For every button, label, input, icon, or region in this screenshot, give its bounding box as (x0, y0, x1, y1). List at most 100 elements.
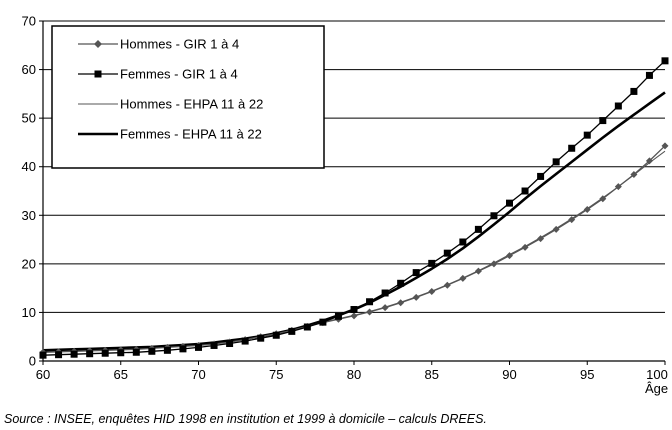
square-marker (474, 225, 482, 233)
square-marker (568, 144, 576, 152)
diamond-marker (506, 252, 513, 260)
legend-box (51, 25, 325, 169)
legend-label: Hommes - GIR 1 à 4 (120, 37, 239, 52)
x-tick-label: 65 (114, 367, 128, 382)
x-tick-label: 80 (347, 367, 361, 382)
diamond-marker (459, 274, 467, 282)
legend-square-marker (94, 70, 102, 78)
x-tick-label: 90 (502, 367, 516, 382)
square-marker (179, 345, 187, 353)
square-marker (334, 312, 342, 320)
y-tick-labels: 0 10 20 30 40 50 60 70 (22, 14, 36, 369)
y-tick-label: 50 (22, 111, 36, 126)
diamond-marker (568, 216, 576, 224)
square-marker (132, 348, 140, 356)
square-marker (506, 199, 513, 207)
legend-item: Femmes - GIR 1 à 4 (78, 67, 238, 82)
square-marker (443, 249, 451, 257)
square-marker (39, 351, 47, 359)
diamond-marker (599, 195, 607, 203)
square-marker (490, 212, 498, 220)
y-tick-label: 30 (22, 208, 36, 223)
x-tick-label: 60 (36, 367, 50, 382)
series-thin-line (42, 150, 666, 352)
x-tick-label: 95 (580, 367, 594, 382)
square-marker (257, 334, 265, 342)
square-marker (288, 327, 296, 335)
square-marker (210, 341, 218, 349)
diamond-marker (412, 293, 420, 301)
legend-diamond-marker (94, 40, 102, 48)
diamond-marker (521, 243, 529, 251)
series-line-square-markers (39, 57, 669, 359)
x-tick-labels: 60 65 70 75 80 85 90 95 100 (36, 367, 668, 382)
square-marker (86, 350, 94, 358)
legend: Hommes - GIR 1 à 4 Femmes - GIR 1 à 4 Homm… (51, 25, 325, 169)
y-tick-label: 10 (22, 305, 36, 320)
legend-item: Hommes - EHPA 11 à 22 (78, 97, 263, 112)
diamond-marker (552, 225, 560, 233)
x-tick-label: 70 (191, 367, 205, 382)
square-marker (163, 346, 171, 354)
diamond-marker (661, 142, 669, 150)
square-marker (630, 87, 638, 95)
diamond-marker (381, 304, 389, 312)
square-marker (537, 172, 545, 180)
diamond-marker (537, 235, 545, 243)
series-line-diamond-markers (39, 142, 669, 356)
diamond-marker (645, 157, 653, 165)
square-marker (55, 351, 63, 359)
square-marker (303, 323, 311, 331)
legend-item: Hommes - GIR 1 à 4 (78, 37, 239, 52)
square-marker (226, 340, 234, 348)
y-tick-label: 40 (22, 159, 36, 174)
square-marker (101, 349, 109, 357)
diamond-marker (490, 260, 498, 268)
diamond-marker (397, 299, 405, 307)
square-marker (148, 347, 156, 355)
square-marker (319, 318, 327, 326)
square-marker (645, 71, 653, 79)
square-marker (195, 343, 202, 351)
diamond-marker (350, 312, 358, 320)
x-axis-label: Âge (645, 381, 668, 396)
series-group (39, 57, 669, 359)
diamond-marker (428, 288, 436, 296)
square-marker (583, 131, 591, 139)
diamond-marker (474, 267, 482, 275)
square-marker (381, 289, 389, 297)
square-marker (412, 269, 420, 277)
square-marker (614, 102, 622, 110)
square-marker (521, 187, 529, 195)
x-tick-label: 75 (269, 367, 283, 382)
legend-label: Hommes - EHPA 11 à 22 (120, 97, 263, 112)
diamond-marker (614, 183, 622, 191)
square-marker (70, 350, 78, 358)
square-marker (350, 306, 358, 314)
series-line (42, 150, 666, 352)
diamond-marker (583, 205, 591, 213)
y-tick-label: 0 (29, 354, 36, 369)
legend-label: Femmes - GIR 1 à 4 (120, 67, 238, 82)
square-marker (428, 259, 436, 267)
y-tick-label: 70 (22, 14, 36, 29)
axes (39, 20, 666, 365)
diamond-marker (366, 308, 374, 316)
y-tick-label: 20 (22, 256, 36, 271)
series-line (42, 145, 666, 353)
diamond-marker (630, 170, 638, 178)
square-marker (366, 298, 374, 306)
square-marker (661, 57, 669, 65)
square-marker (241, 337, 249, 345)
legend-item: Femmes - EHPA 11 à 22 (78, 127, 262, 142)
square-marker (117, 349, 125, 357)
square-marker (272, 331, 280, 339)
diamond-marker (443, 281, 451, 289)
square-marker (552, 158, 560, 166)
x-tick-label: 85 (425, 367, 439, 382)
square-marker (397, 279, 405, 287)
y-tick-label: 60 (22, 62, 36, 77)
x-tick-label: 100 (646, 367, 668, 382)
square-marker (599, 117, 607, 125)
